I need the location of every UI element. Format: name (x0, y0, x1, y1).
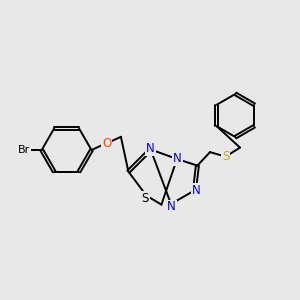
Text: S: S (141, 191, 148, 205)
Text: S: S (222, 150, 229, 163)
Text: N: N (173, 152, 182, 165)
Text: O: O (102, 137, 111, 150)
Text: Br: Br (18, 145, 30, 155)
Text: N: N (191, 184, 200, 197)
Text: N: N (146, 142, 155, 155)
Text: N: N (167, 200, 176, 214)
